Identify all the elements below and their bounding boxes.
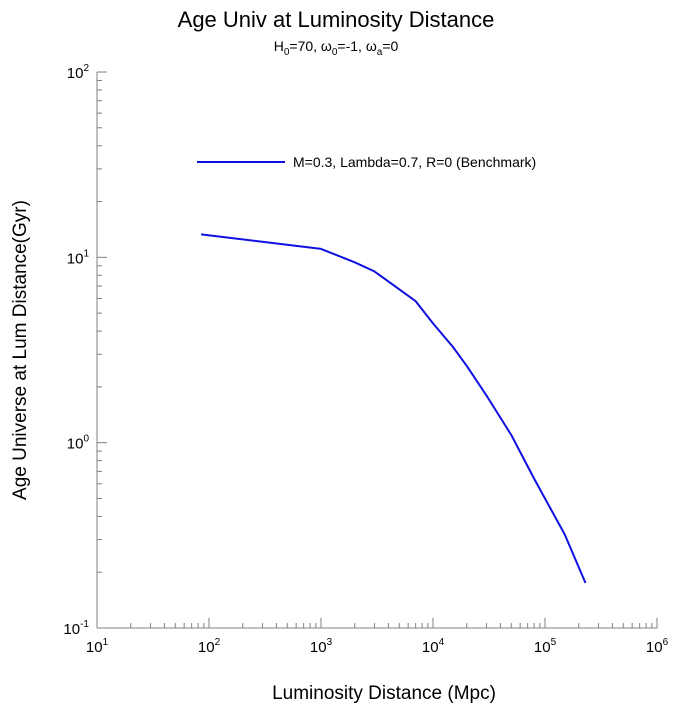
chart-title: Age Univ at Luminosity Distance xyxy=(178,7,495,32)
y-tick-label: 10-1 xyxy=(63,619,89,638)
chart-subtitle: H0=70, ω0=-1, ωa=0 xyxy=(274,38,399,58)
x-axis-label: Luminosity Distance (Mpc) xyxy=(272,683,496,704)
subtitle-part-2: ω xyxy=(366,38,377,54)
x-tick-label: 105 xyxy=(534,637,557,656)
subtitle-value-2: =0 xyxy=(382,38,398,54)
x-tick-label: 103 xyxy=(310,637,333,656)
x-tick-label: 101 xyxy=(86,637,109,656)
y-tick-label: 100 xyxy=(67,434,90,453)
x-tick-label: 106 xyxy=(646,637,669,656)
subtitle-value-0: =70, xyxy=(289,38,321,54)
y-axis-tick-labels: 10-1 100 101 102 xyxy=(63,63,89,638)
subtitle-subscript-0: 0 xyxy=(284,47,290,58)
subtitle-part-0: H xyxy=(274,38,284,54)
legend: M=0.3, Lambda=0.7, R=0 (Benchmark) xyxy=(197,154,536,170)
subtitle-subscript-1: 0 xyxy=(332,47,338,58)
plot-frame xyxy=(96,72,657,629)
subtitle-value-1: =-1, xyxy=(337,38,365,54)
subtitle-part-1: ω xyxy=(321,38,332,54)
x-tick-label: 102 xyxy=(198,637,221,656)
y-axis-ticks xyxy=(97,71,107,629)
series-layer xyxy=(200,233,587,584)
subtitle-subscript-2: a xyxy=(377,47,383,58)
y-tick-label: 101 xyxy=(67,248,90,267)
x-tick-label: 104 xyxy=(422,637,445,656)
series-line-0 xyxy=(200,233,587,584)
y-axis-label: Age Universe at Lum Distance(Gyr) xyxy=(10,200,31,500)
x-axis-ticks xyxy=(96,618,658,628)
y-tick-label: 102 xyxy=(67,63,90,82)
legend-label: M=0.3, Lambda=0.7, R=0 (Benchmark) xyxy=(293,154,536,170)
x-axis-tick-labels: 101 102 103 104 105 106 xyxy=(86,637,669,656)
